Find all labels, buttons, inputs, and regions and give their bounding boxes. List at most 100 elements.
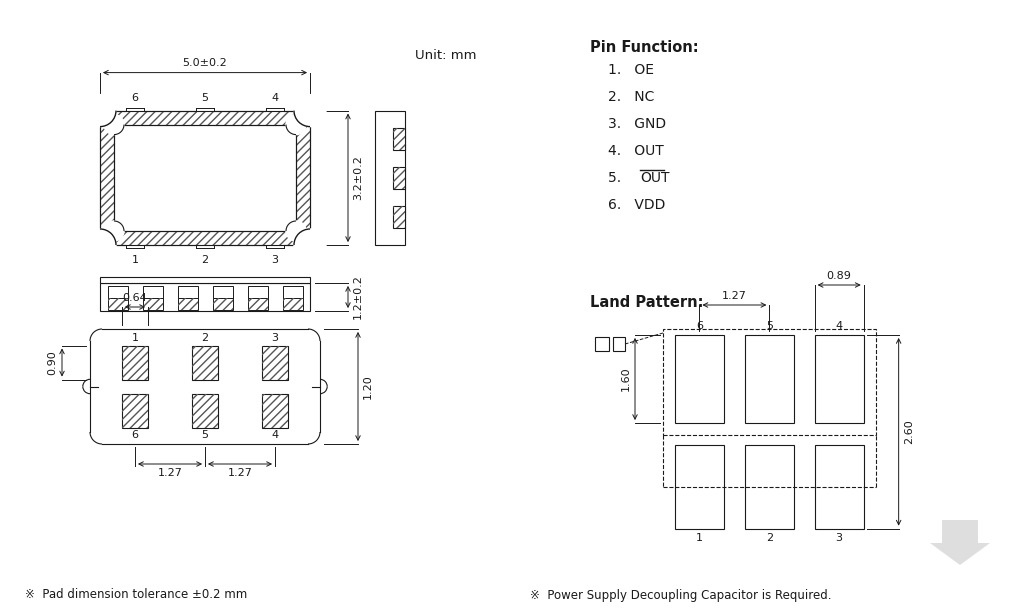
Text: 4: 4 <box>835 321 843 331</box>
Bar <box>192 394 218 427</box>
Circle shape <box>104 114 124 135</box>
Bar <box>815 335 863 423</box>
Text: 1: 1 <box>696 533 703 542</box>
Bar <box>282 298 303 310</box>
Bar <box>126 108 144 114</box>
Text: 6.   VDD: 6. VDD <box>608 198 665 212</box>
Bar <box>100 231 310 245</box>
Bar <box>108 286 127 298</box>
Bar <box>675 335 724 423</box>
Bar <box>108 298 127 310</box>
Text: 6: 6 <box>696 321 703 331</box>
Bar <box>100 283 310 311</box>
Text: 5: 5 <box>202 430 209 440</box>
Text: Pin Function:: Pin Function: <box>590 40 699 55</box>
Bar <box>213 286 233 298</box>
Bar <box>247 286 268 298</box>
Bar <box>213 298 233 310</box>
Text: 1.27: 1.27 <box>722 291 747 301</box>
Text: 0.89: 0.89 <box>827 271 852 281</box>
Text: 3.   GND: 3. GND <box>608 117 666 131</box>
Bar <box>393 128 405 149</box>
Text: ※  Pad dimension tolerance ±0.2 mm: ※ Pad dimension tolerance ±0.2 mm <box>25 589 247 601</box>
Bar <box>143 286 162 298</box>
Text: 1.60: 1.60 <box>621 367 631 391</box>
Text: 1.27: 1.27 <box>157 468 182 478</box>
Text: 0.90: 0.90 <box>47 350 57 375</box>
Text: 1: 1 <box>131 255 139 265</box>
Bar <box>393 167 405 189</box>
Bar <box>122 394 148 427</box>
Bar <box>178 286 197 298</box>
Bar <box>282 286 303 298</box>
Text: Unit: mm: Unit: mm <box>415 49 477 62</box>
Bar <box>178 298 197 310</box>
Bar <box>196 108 214 114</box>
Bar <box>122 346 148 379</box>
Bar <box>262 394 288 427</box>
Bar <box>266 108 284 114</box>
Circle shape <box>84 229 116 261</box>
Text: 4.   OUT: 4. OUT <box>608 144 664 158</box>
Circle shape <box>294 229 326 261</box>
Bar <box>595 337 609 351</box>
Text: 5.: 5. <box>608 171 634 185</box>
Text: 2: 2 <box>202 255 209 265</box>
Text: 3: 3 <box>272 333 278 343</box>
Bar <box>393 167 405 189</box>
Bar <box>744 445 794 529</box>
Text: ※  Power Supply Decoupling Capacitor is Required.: ※ Power Supply Decoupling Capacitor is R… <box>530 589 831 601</box>
Bar <box>296 125 310 231</box>
Bar <box>744 335 794 423</box>
Circle shape <box>286 221 306 241</box>
Bar <box>393 206 405 228</box>
Circle shape <box>104 221 124 241</box>
Text: 6: 6 <box>131 430 139 440</box>
Circle shape <box>84 95 116 127</box>
Bar <box>192 346 218 379</box>
Bar <box>266 242 284 248</box>
Text: 5: 5 <box>766 321 772 331</box>
Bar <box>262 394 288 427</box>
Text: 2: 2 <box>766 533 772 542</box>
Text: 3: 3 <box>272 255 278 265</box>
Bar <box>213 298 233 310</box>
Bar <box>247 298 268 310</box>
Bar <box>143 298 162 310</box>
Bar <box>108 298 127 310</box>
Bar <box>393 128 405 149</box>
Bar <box>192 394 218 427</box>
Text: 4: 4 <box>272 93 278 103</box>
Bar <box>100 111 310 125</box>
Text: OUT: OUT <box>640 171 669 185</box>
Bar <box>663 329 876 435</box>
Text: 0.64: 0.64 <box>123 293 148 303</box>
Bar <box>178 298 197 310</box>
Text: 1.20: 1.20 <box>363 374 373 399</box>
Bar <box>675 445 724 529</box>
Text: 2: 2 <box>202 333 209 343</box>
Bar <box>143 298 162 310</box>
Bar <box>247 298 268 310</box>
Bar <box>196 242 214 248</box>
Text: 6: 6 <box>131 93 139 103</box>
Text: 5: 5 <box>202 93 209 103</box>
Bar <box>282 298 303 310</box>
Bar <box>100 125 114 231</box>
Text: 3: 3 <box>835 533 843 542</box>
Text: 1.   OE: 1. OE <box>608 63 653 77</box>
Circle shape <box>286 114 306 135</box>
Text: 5.0±0.2: 5.0±0.2 <box>183 58 227 68</box>
Text: 4: 4 <box>272 430 278 440</box>
Bar <box>100 231 310 245</box>
Bar <box>122 394 148 427</box>
Circle shape <box>294 95 326 127</box>
Bar <box>192 346 218 379</box>
Text: 2.60: 2.60 <box>904 419 914 444</box>
Bar <box>296 125 310 231</box>
Text: 1.27: 1.27 <box>227 468 252 478</box>
Bar <box>613 337 625 351</box>
Text: Land Pattern:: Land Pattern: <box>590 295 703 310</box>
Bar <box>393 206 405 228</box>
Bar <box>100 277 310 283</box>
